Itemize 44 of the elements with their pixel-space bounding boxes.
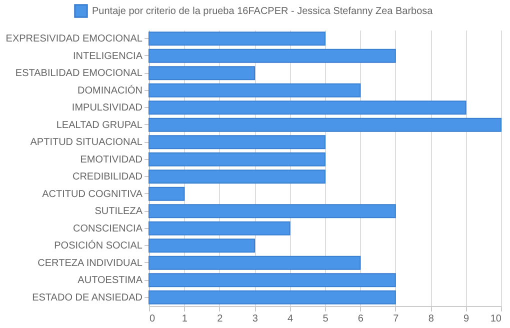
bar	[148, 170, 326, 184]
legend-label: Puntaje por criterio de la prueba 16FACPER - Jessica Stefanny Zea Barbosa	[92, 6, 434, 17]
bar	[148, 83, 361, 98]
x-tick-label: 7	[393, 314, 400, 324]
bar	[148, 204, 396, 218]
bar	[148, 48, 396, 63]
bar	[148, 221, 290, 236]
x-tick-label: 9	[464, 314, 470, 324]
x-tick-label: 3	[252, 314, 258, 324]
bar	[148, 256, 361, 270]
y-tick-label: EMOTIVIDAD	[80, 154, 142, 166]
x-tick-label: 1	[182, 314, 188, 324]
y-tick-label: POSICIÓN SOCIAL	[54, 240, 143, 252]
y-tick-label: INTELIGENCIA	[73, 50, 143, 62]
bar	[148, 66, 256, 80]
bar	[148, 290, 396, 304]
x-tick-label: 10	[490, 314, 502, 324]
y-tick-label: CREDIBILIDAD	[72, 172, 142, 183]
y-tick-label: EXPRESIVIDAD EMOCIONAL	[6, 34, 143, 45]
y-tick-label: IMPULSIVIDAD	[72, 102, 142, 114]
x-tick-label: 5	[322, 314, 329, 324]
y-tick-label: ACTITUD COGNITIVA	[42, 188, 143, 200]
y-tick-label: CERTEZA INDIVIDUAL	[38, 258, 143, 269]
bar	[148, 273, 396, 288]
x-tick-label: 8	[428, 314, 434, 324]
y-tick-label: APTITUD SITUACIONAL	[30, 137, 143, 148]
y-tick-label: AUTOESTIMA	[78, 275, 143, 286]
bar	[148, 135, 326, 150]
bar	[148, 118, 502, 132]
y-tick-label: DOMINACIÓN	[78, 84, 142, 96]
x-tick-label: 0	[150, 314, 156, 324]
bar	[148, 100, 466, 115]
x-tick-label: 2	[217, 314, 224, 324]
x-tick-label: 6	[358, 314, 364, 324]
y-tick-label: ESTABILIDAD EMOCIONAL	[15, 68, 143, 80]
y-tick-label: SUTILEZA	[94, 206, 143, 218]
bar	[148, 32, 326, 46]
y-tick-label: CONSCIENCIA	[73, 223, 143, 234]
bar	[148, 186, 185, 201]
bar	[148, 238, 256, 253]
x-tick-label: 4	[288, 314, 294, 324]
bar	[148, 152, 326, 166]
y-tick-label: ESTADO DE ANSIEDAD	[32, 292, 142, 304]
y-tick-label: LEALTAD GRUPAL	[56, 120, 143, 131]
